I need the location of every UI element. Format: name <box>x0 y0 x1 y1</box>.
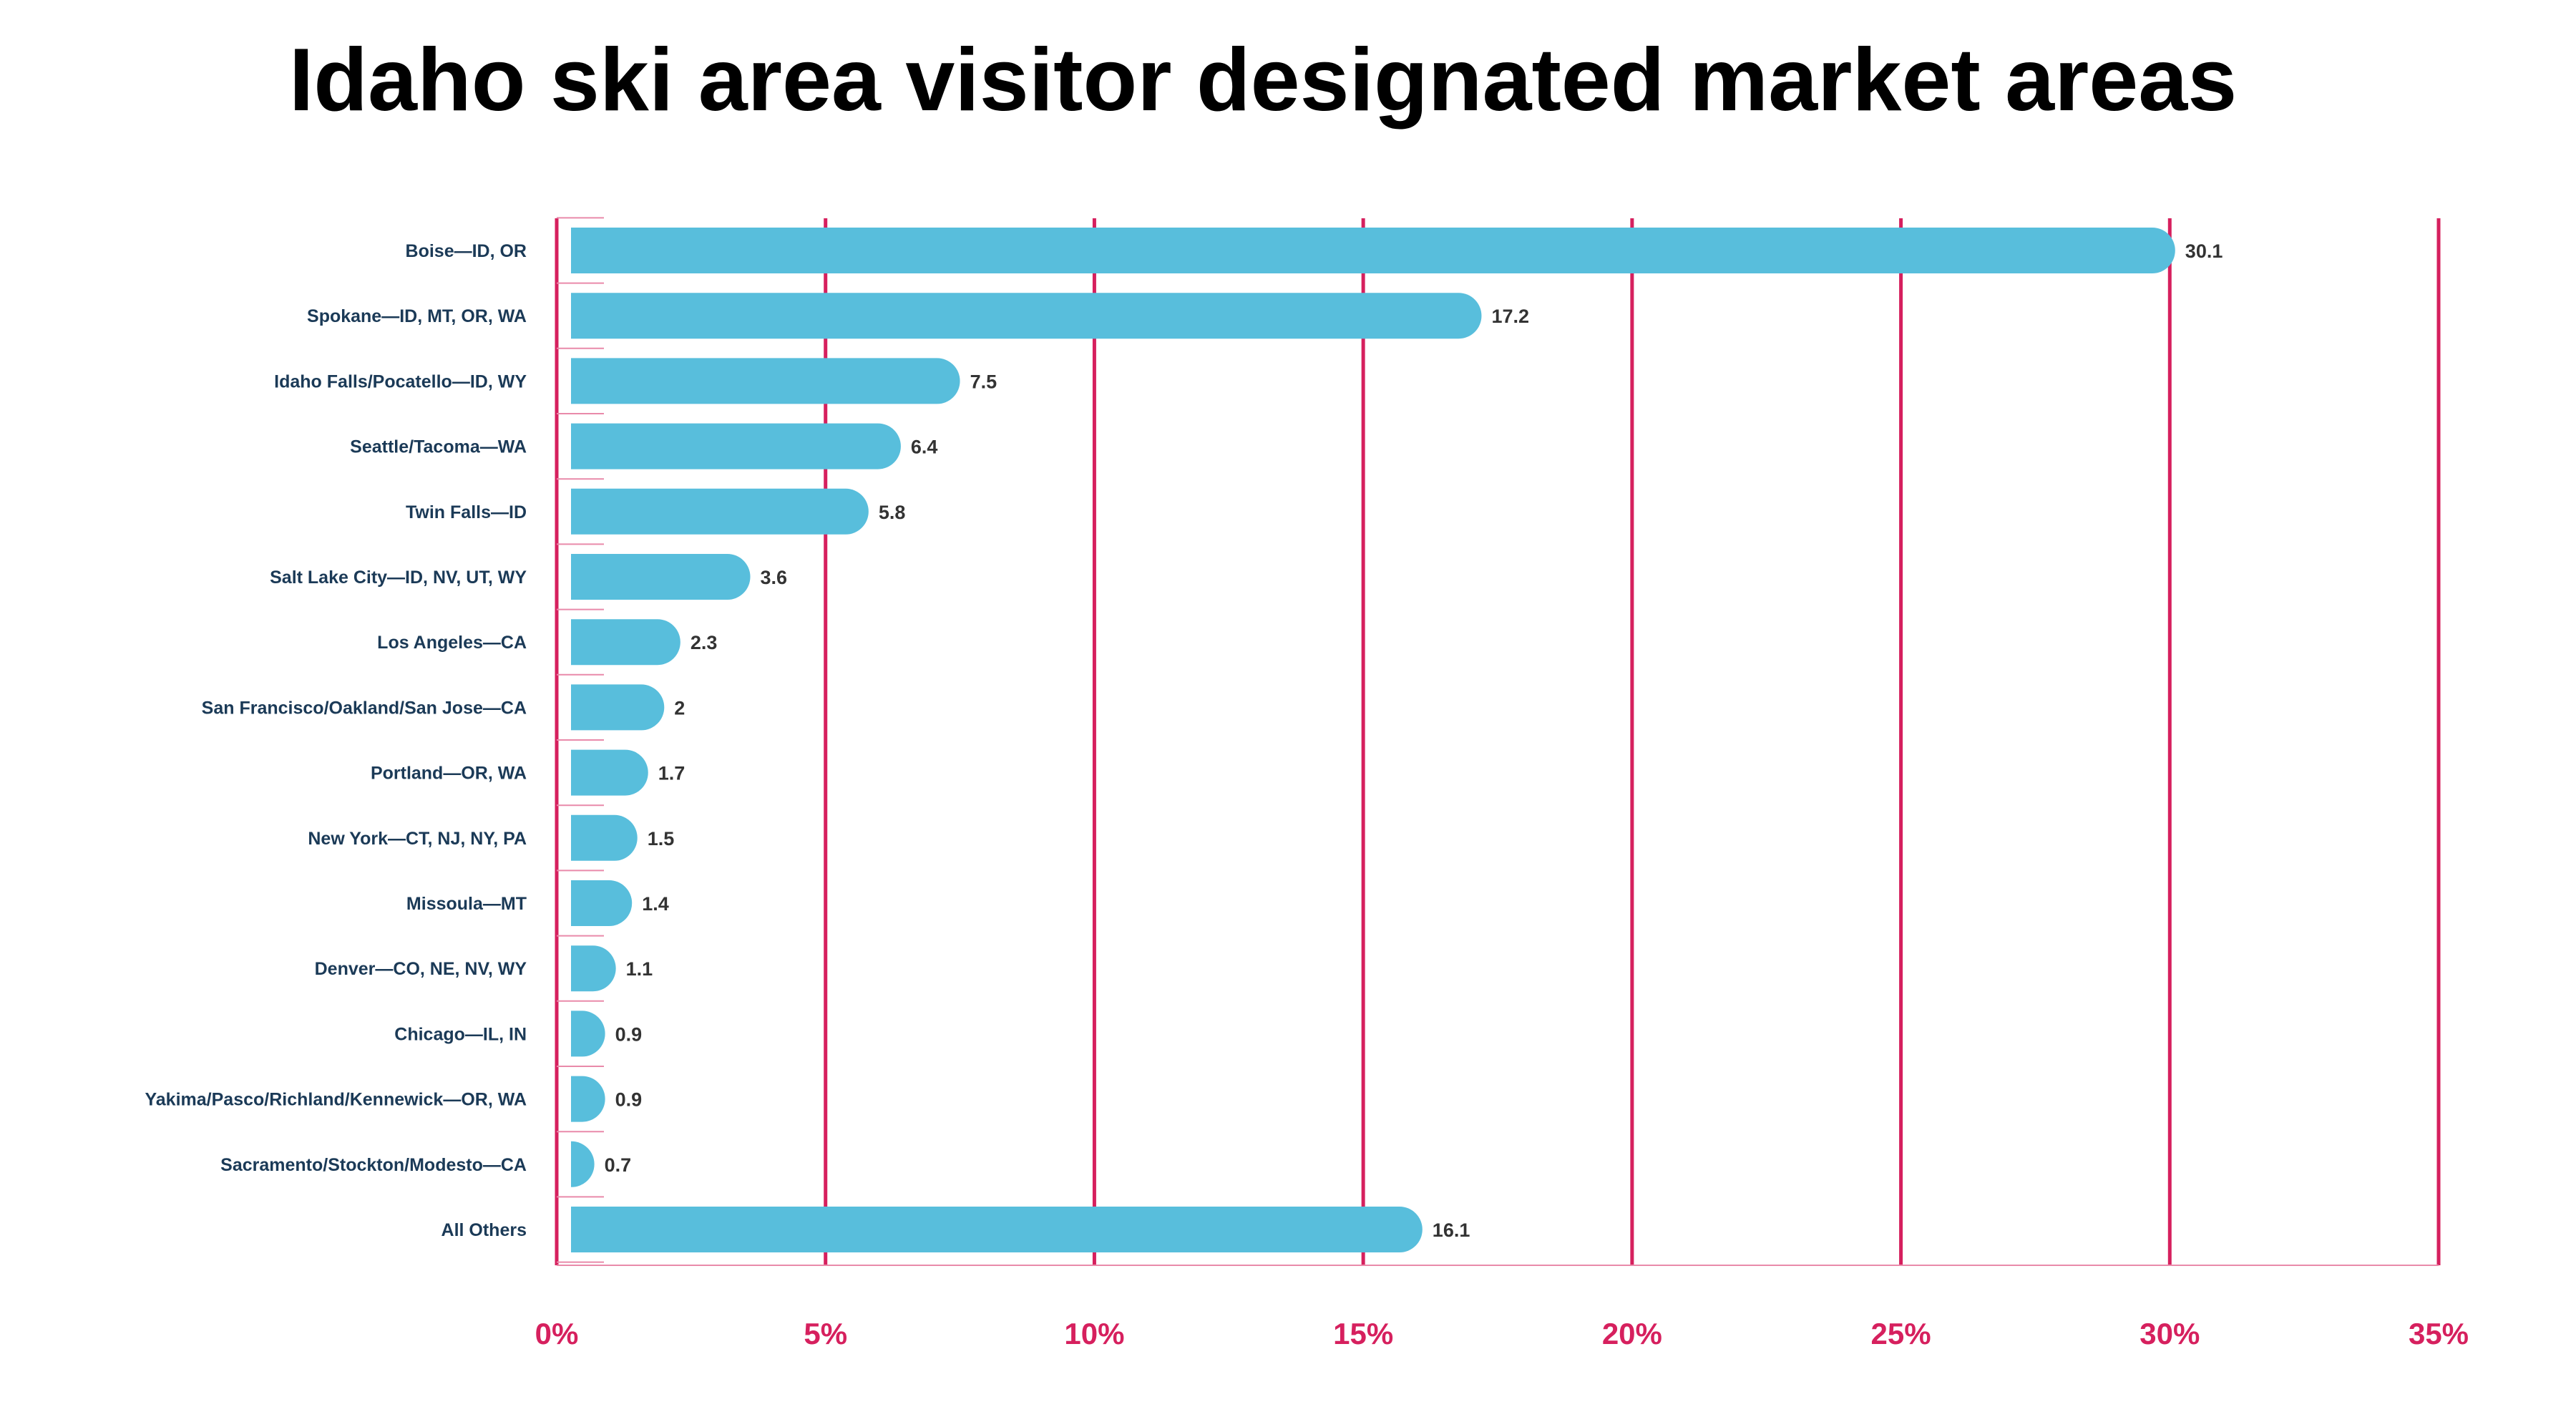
category-label: Sacramento/Stockton/Modesto—CA <box>220 1155 527 1175</box>
x-tick-label: 5% <box>804 1317 847 1350</box>
x-tick-label: 35% <box>2409 1317 2469 1350</box>
data-label: 0.9 <box>615 1023 643 1045</box>
category-label: Chicago—IL, IN <box>394 1024 527 1044</box>
bars <box>571 228 2175 1252</box>
category-label: Twin Falls—ID <box>406 502 527 522</box>
chart-title: Idaho ski area visitor designated market… <box>288 31 2238 130</box>
category-label: All Others <box>441 1220 527 1240</box>
bar <box>571 684 665 731</box>
bar <box>571 228 2175 273</box>
data-label: 16.1 <box>1433 1219 1470 1241</box>
bar <box>571 488 869 535</box>
data-label: 7.5 <box>970 371 997 392</box>
category-label: Missoula—MT <box>406 894 527 914</box>
bar <box>571 814 638 861</box>
category-label: Salt Lake City—ID, NV, UT, WY <box>270 568 527 588</box>
bar <box>571 619 680 666</box>
x-tick-label: 10% <box>1064 1317 1124 1350</box>
data-label: 0.9 <box>615 1089 643 1111</box>
data-label: 2 <box>674 697 685 719</box>
gridlines <box>555 217 2441 1266</box>
data-label: 6.4 <box>911 437 938 458</box>
data-label: 0.7 <box>605 1154 632 1176</box>
bar <box>571 749 648 796</box>
x-tick-label: 25% <box>1871 1317 1931 1350</box>
category-label: Spokane—ID, MT, OR, WA <box>307 306 527 326</box>
bar <box>571 423 901 469</box>
bar <box>571 293 1482 339</box>
data-label: 1.7 <box>658 763 686 784</box>
data-label: 5.8 <box>879 502 906 523</box>
x-tick-label: 20% <box>1602 1317 1662 1350</box>
category-label: Boise—ID, OR <box>406 241 527 261</box>
bar <box>571 1141 595 1187</box>
data-label: 1.4 <box>642 893 669 915</box>
data-label: 2.3 <box>691 632 718 653</box>
bar <box>571 1207 1423 1252</box>
bar <box>571 554 751 600</box>
data-label: 3.6 <box>761 567 788 588</box>
bar <box>571 358 960 404</box>
data-label: 1.5 <box>648 828 675 849</box>
category-label: Idaho Falls/Pocatello—ID, WY <box>274 371 527 391</box>
category-label: Portland—OR, WA <box>371 764 527 784</box>
category-label: Denver—CO, NE, NV, WY <box>315 959 527 979</box>
data-label: 1.1 <box>626 958 653 980</box>
bar <box>571 945 616 992</box>
data-label: 30.1 <box>2185 240 2223 262</box>
category-label: Los Angeles—CA <box>377 633 527 653</box>
x-tick-label: 0% <box>535 1317 579 1350</box>
category-label: Yakima/Pasco/Richland/Kennewick—OR, WA <box>145 1090 527 1110</box>
data-label: 17.2 <box>1491 306 1529 327</box>
labels: 0% 5% 10% 15% 20% 25% 30% 35% Boise—ID, OR 30.1 Sp… <box>145 240 2469 1350</box>
category-label: New York—CT, NJ, NY, PA <box>308 829 527 849</box>
category-label: Seattle/Tacoma—WA <box>350 437 527 457</box>
x-tick-label: 30% <box>2140 1317 2200 1350</box>
x-tick-label: 15% <box>1333 1317 1393 1350</box>
bar <box>571 880 633 926</box>
bar <box>571 1011 605 1057</box>
bar <box>571 1076 605 1122</box>
category-label: San Francisco/Oakland/San Jose—CA <box>202 698 527 718</box>
